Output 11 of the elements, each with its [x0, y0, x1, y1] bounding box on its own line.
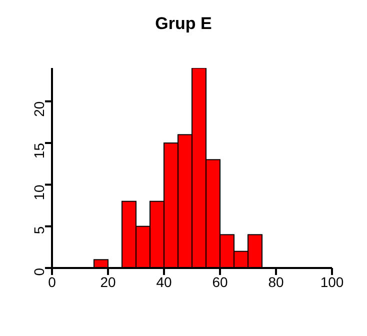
x-tick-label: 100 [320, 274, 344, 290]
y-tick-label: 10 [30, 184, 47, 200]
y-tick-label: 15 [30, 142, 47, 159]
x-tick-label: 80 [268, 274, 284, 290]
x-tick-label: 40 [156, 274, 172, 290]
y-tick-label: 5 [30, 226, 47, 234]
chart-title: Grup E [154, 14, 213, 34]
x-tick-label: 20 [100, 274, 116, 290]
y-tick-label: 0 [30, 268, 47, 276]
y-tick-label: 20 [30, 101, 47, 117]
x-tick-label: 60 [212, 274, 228, 290]
